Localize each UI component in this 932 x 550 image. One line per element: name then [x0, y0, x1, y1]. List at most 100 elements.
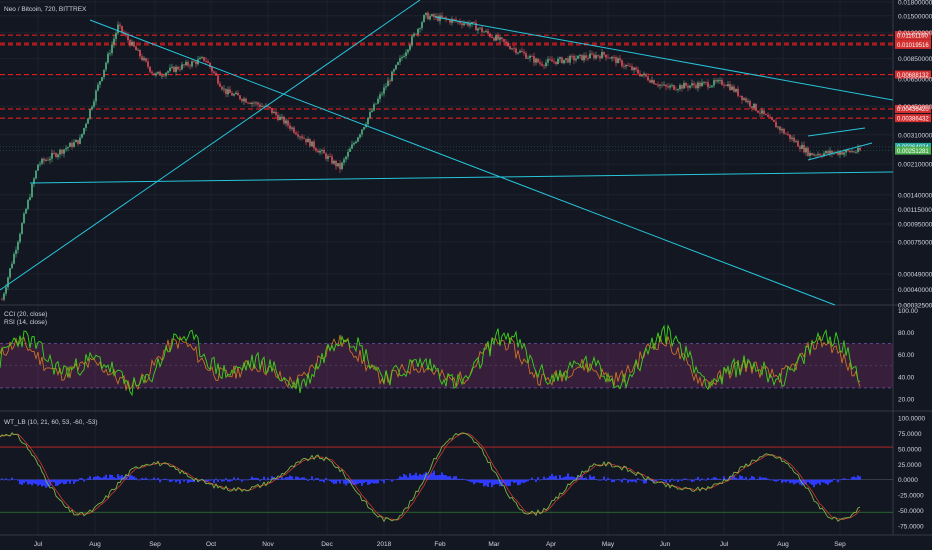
candle-body — [533, 56, 535, 63]
candle-body — [269, 106, 271, 109]
wt-histogram-bar — [497, 479, 499, 485]
candle-body — [631, 66, 633, 71]
wt-histogram-bar — [747, 479, 749, 481]
candle-body — [763, 110, 765, 115]
wt-histogram-bar — [139, 479, 141, 481]
resistance-price-tag-label: 0.00436420 — [897, 107, 929, 113]
candle-body — [633, 67, 635, 71]
trendline — [807, 142, 873, 161]
candle-body — [121, 25, 123, 33]
candle-body — [805, 147, 807, 153]
candle-body — [235, 92, 237, 95]
wt-histogram-bar — [817, 479, 819, 484]
axes: Jul Aug Sep Oct Nov Dec 2018 Feb Mar Apr May Jun Jul… — [34, 0, 932, 548]
wt-histogram-bar — [761, 477, 763, 480]
candle-body — [189, 65, 191, 67]
wt-histogram-bar — [277, 477, 279, 480]
wt-histogram-bar — [667, 479, 669, 480]
wt-histogram-bar — [837, 479, 839, 483]
candle-body — [29, 197, 31, 200]
wt-histogram-bar — [515, 479, 517, 483]
wt-histogram-bar — [551, 473, 553, 480]
candle-body — [191, 61, 193, 67]
candle-body — [215, 72, 217, 76]
wt-histogram-bar — [213, 479, 215, 484]
candle-body — [687, 85, 689, 88]
wt-histogram-bar — [107, 478, 109, 480]
candle-body — [843, 152, 845, 155]
wt-histogram-bar — [187, 479, 189, 484]
candle-body — [493, 37, 495, 41]
wt-histogram-bar — [23, 479, 25, 484]
candle-body — [169, 67, 171, 72]
wt-histogram-bar — [63, 479, 65, 485]
wt-histogram-bar — [341, 479, 343, 481]
candle-body — [249, 102, 251, 104]
wt-histogram-bar — [297, 476, 299, 480]
candle-body — [279, 116, 281, 120]
candle-body — [471, 21, 473, 24]
candle-body — [535, 58, 537, 63]
wt-histogram-bar — [137, 479, 139, 481]
wt-histogram-bar — [659, 479, 661, 480]
wt-histogram-bar — [163, 478, 165, 480]
candle-body — [453, 19, 455, 20]
candle-body — [855, 151, 857, 153]
candle-body — [773, 119, 775, 122]
candle-body — [335, 160, 337, 167]
wt-histogram-bar — [643, 479, 645, 484]
wt-histogram-bar — [145, 477, 147, 480]
candle-body — [619, 58, 621, 61]
candle-body — [369, 111, 371, 118]
wt-histogram-bar — [611, 479, 613, 483]
wt-histogram-bar — [33, 479, 35, 484]
candle-body — [625, 65, 627, 67]
candle-body — [323, 149, 325, 154]
candle-body — [135, 46, 137, 51]
candle-body — [233, 94, 235, 96]
wt-histogram-bar — [739, 475, 741, 480]
candle-body — [431, 14, 433, 17]
candle-body — [573, 56, 575, 61]
wt-histogram-bar — [829, 479, 831, 483]
candle-body — [333, 160, 335, 164]
wt-histogram-bar — [575, 477, 577, 480]
time-tick-label: Jul — [34, 541, 43, 548]
candle-body — [49, 158, 51, 161]
candle-body — [511, 48, 513, 50]
wt2-line — [0, 433, 861, 521]
wt-histogram-bar — [701, 478, 703, 480]
candle-body — [251, 102, 253, 104]
wt-histogram-bar — [249, 478, 251, 480]
candle-body — [329, 156, 331, 157]
candle-body — [589, 53, 591, 59]
wt-histogram-bar — [153, 477, 155, 480]
wt-histogram-bar — [809, 479, 811, 484]
candle-body — [653, 80, 655, 85]
wt-histogram-bar — [561, 477, 563, 480]
wt-histogram-bar — [169, 479, 171, 483]
candle-body — [99, 81, 101, 85]
candle-body — [571, 55, 573, 57]
candle-body — [9, 268, 11, 278]
candle-body — [399, 58, 401, 63]
candle-body — [209, 62, 211, 68]
wt-histogram-bar — [51, 479, 53, 483]
wt-histogram-bar — [371, 479, 373, 483]
wt-histogram-bar — [379, 479, 381, 481]
wt-histogram-bar — [331, 479, 333, 483]
wt-histogram-bar — [237, 477, 239, 480]
wt-histogram-bar — [315, 478, 317, 480]
wt-histogram-bar — [7, 479, 9, 481]
wt-histogram-bar — [451, 478, 453, 480]
wt-histogram-bar — [477, 479, 479, 483]
candle-body — [247, 102, 249, 104]
wt-histogram-bar — [103, 476, 105, 480]
wt-histogram-bar — [95, 476, 97, 480]
wt-histogram-bar — [209, 479, 211, 481]
candle-body — [641, 74, 643, 77]
wt-histogram-bar — [593, 476, 595, 480]
wt-histogram-bar — [287, 477, 289, 480]
wt-histogram-bar — [55, 479, 57, 487]
